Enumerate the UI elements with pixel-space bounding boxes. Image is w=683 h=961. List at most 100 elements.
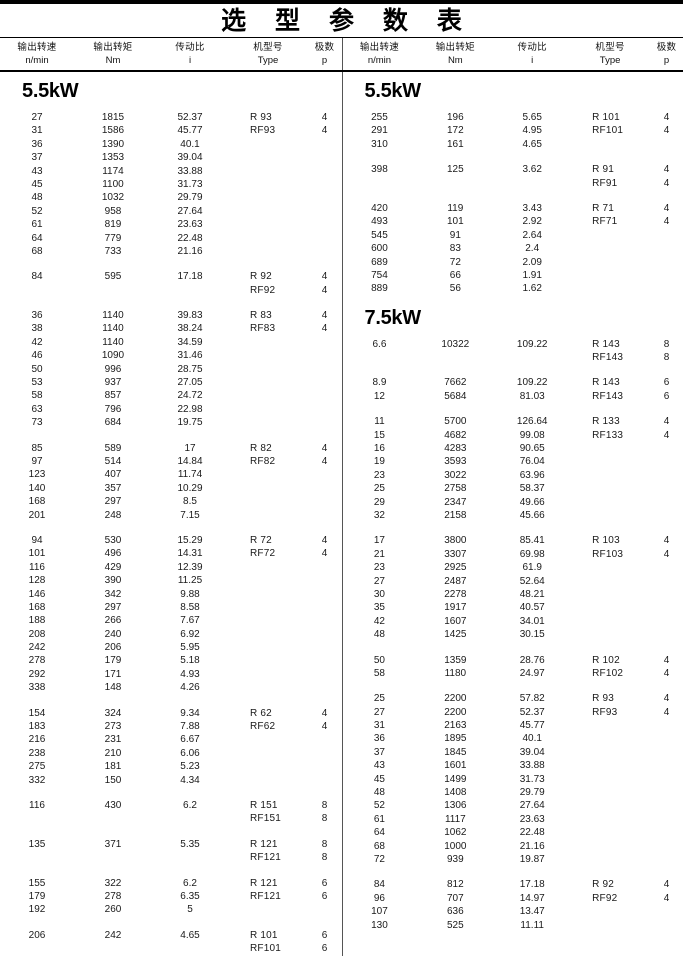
cell-output-torque: 7662: [444, 377, 467, 389]
table-row: 291 172 4.95 RF101 4: [343, 124, 683, 137]
cell-output-torque: 56: [449, 283, 461, 295]
cell-poles: 8: [663, 352, 670, 364]
table-row: RF143 8: [343, 351, 683, 364]
cell-output-speed: 36: [31, 310, 43, 322]
cell-output-speed: 8.9: [372, 377, 387, 389]
cell-poles: 8: [663, 338, 670, 350]
cell-ratio: 9.34: [180, 707, 200, 719]
cell-output-speed: 36: [31, 138, 43, 150]
cell-ratio: 21.16: [519, 840, 545, 852]
cell-ratio: 8.5: [183, 496, 197, 508]
cell-output-torque: 707: [446, 892, 464, 904]
cell-output-torque: 514: [104, 455, 122, 467]
table-row: 242 206 5.95: [0, 641, 342, 654]
cell-poles: 4: [663, 667, 670, 679]
cell-type: R 121: [250, 838, 278, 850]
cell-output-speed: 23: [373, 469, 385, 481]
cell-output-torque: 1000: [444, 840, 467, 852]
cell-ratio: 109.22: [516, 377, 548, 389]
header-ratio-cn: 传动比: [517, 42, 547, 53]
cell-type: R 72: [250, 534, 272, 546]
cell-poles: 4: [663, 216, 670, 228]
header-ratio: 传动比 i: [152, 41, 228, 67]
cell-ratio: 27.05: [177, 377, 203, 389]
cell-output-speed: 545: [371, 229, 388, 241]
table-row: RF92 4: [0, 284, 342, 297]
cell-output-torque: 240: [104, 628, 122, 640]
cell-poles: 4: [663, 706, 670, 718]
cell-output-speed: 155: [28, 877, 46, 889]
table-row: 25 2758 58.37: [343, 482, 683, 495]
cell-output-speed: 64: [373, 827, 385, 839]
cell-output-speed: 116: [29, 561, 45, 573]
table-row: 45 1100 31.73: [0, 178, 342, 191]
cell-ratio: 22.48: [519, 827, 545, 839]
header-output-torque-unit: Nm: [105, 55, 121, 66]
spec-group: 25 2200 57.82 R 93 4 27 2200 52.37 RF93 4 31 2163 45…: [343, 692, 683, 866]
cell-type: RF143: [592, 390, 624, 402]
spec-group: 17 3800 85.41 R 103 4 21 3307 69.98 RF103 4 23 2925…: [343, 534, 683, 641]
header-poles-cn: 极数: [656, 42, 677, 53]
table-row: 31 2163 45.77: [343, 719, 683, 732]
cell-output-speed: 48: [373, 629, 385, 641]
cell-output-torque: 530: [104, 534, 122, 546]
cell-ratio: 3.62: [522, 164, 542, 176]
cell-output-speed: 19: [373, 456, 385, 468]
cell-poles: 4: [663, 164, 670, 176]
cell-output-torque: 407: [104, 469, 122, 481]
cell-poles: 4: [663, 535, 670, 547]
table-row: 101 496 14.31 RF72 4: [0, 547, 342, 560]
cell-ratio: 39.83: [177, 310, 203, 322]
table-row: 310 161 4.65: [343, 138, 683, 151]
table-row: 15 4682 99.08 RF133 4: [343, 429, 683, 442]
power-heading: 5.5kW: [364, 80, 422, 102]
cell-poles: 4: [321, 310, 328, 322]
cell-output-torque: 2925: [444, 562, 467, 574]
table-row: 27 2487 52.64: [343, 575, 683, 588]
cell-output-speed: 23: [373, 562, 385, 574]
cell-output-torque: 430: [104, 799, 122, 811]
cell-poles: 6: [321, 877, 328, 889]
cell-ratio: 40.1: [522, 733, 542, 745]
cell-ratio: 14.31: [177, 548, 203, 560]
cell-output-torque: 2278: [444, 588, 467, 600]
cell-output-torque: 3593: [444, 456, 467, 468]
spec-group: 6.6 10322 109.22 R 143 8 RF143 8: [343, 338, 683, 365]
cell-poles: 4: [663, 416, 670, 428]
cell-ratio: 24.97: [519, 667, 545, 679]
cell-output-torque: 1306: [444, 800, 467, 812]
table-row: 332 150 4.34: [0, 774, 342, 787]
table-row: 146 342 9.88: [0, 588, 342, 601]
cell-output-speed: 32: [373, 509, 385, 521]
cell-output-speed: 30: [373, 588, 385, 600]
cell-type: RF151: [250, 813, 282, 825]
cell-poles: 4: [321, 271, 328, 283]
cell-ratio: 34.01: [519, 615, 545, 627]
table-row: 50 1359 28.76 R 102 4: [343, 654, 683, 667]
cell-output-speed: 31: [373, 720, 385, 732]
cell-type: RF93: [592, 706, 618, 718]
table-row: 30 2278 48.21: [343, 588, 683, 601]
cell-ratio: 45.77: [177, 125, 203, 137]
table-row: 42 1607 34.01: [343, 615, 683, 628]
table-row: 64 779 22.48: [0, 232, 342, 245]
cell-output-torque: 91: [449, 229, 461, 241]
table-row: 58 1180 24.97 RF102 4: [343, 667, 683, 680]
cell-ratio: 11.74: [177, 469, 203, 481]
cell-output-speed: 16: [373, 443, 385, 455]
cell-output-speed: 275: [28, 761, 46, 773]
cell-type: R 143: [592, 338, 620, 350]
cell-output-torque: 429: [104, 561, 122, 573]
cell-output-torque: 796: [104, 403, 122, 415]
cell-output-speed: 398: [371, 164, 388, 176]
cell-ratio: 5.18: [180, 655, 200, 667]
cell-ratio: 33.88: [519, 760, 545, 772]
cell-output-torque: 196: [446, 112, 464, 123]
cell-type: RF101: [592, 125, 624, 137]
cell-output-torque: 1353: [101, 152, 125, 164]
cell-type: RF62: [250, 721, 276, 733]
cell-output-speed: 140: [28, 482, 46, 494]
table-row: RF101 6: [0, 942, 342, 955]
table-row: 23 3022 63.96: [343, 469, 683, 482]
cell-output-torque: 2158: [444, 509, 467, 521]
